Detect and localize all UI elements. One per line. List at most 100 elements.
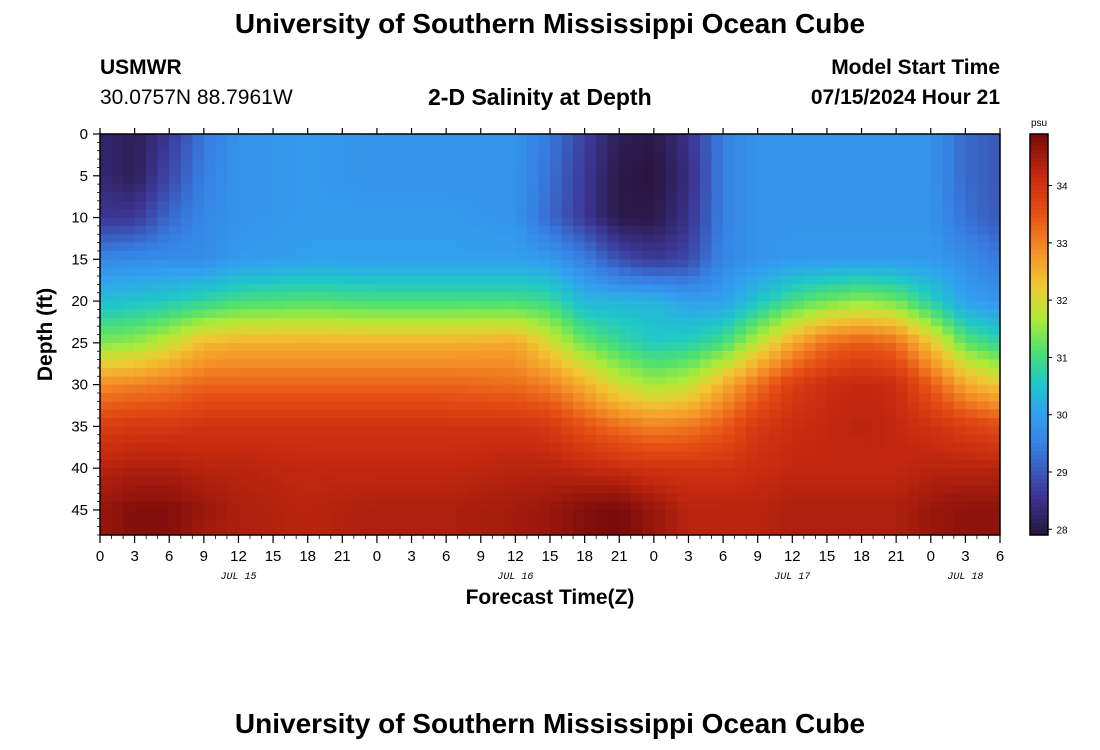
heatmap-cell (284, 351, 297, 361)
heatmap-cell (342, 351, 355, 361)
heatmap-cell (330, 351, 343, 361)
heatmap-cell (584, 418, 597, 427)
heatmap-cell (400, 225, 413, 235)
heatmap-cell (596, 367, 609, 377)
colorbar-segment (1030, 442, 1048, 448)
heatmap-cell (757, 217, 770, 227)
heatmap-cell (226, 418, 240, 427)
heatmap-cell (307, 142, 320, 152)
heatmap-cell (734, 284, 747, 294)
heatmap-cell (873, 159, 886, 169)
heatmap-cell (157, 301, 170, 311)
heatmap-cell (930, 342, 943, 352)
heatmap-cell (896, 184, 909, 194)
heatmap-cell (850, 359, 863, 369)
heatmap-cell (711, 284, 724, 294)
heatmap-cell (884, 134, 897, 143)
heatmap-cell (307, 443, 320, 453)
heatmap-cell (861, 200, 874, 210)
heatmap-cell (423, 526, 436, 536)
heatmap-cell (919, 250, 932, 260)
heatmap-cell (769, 342, 782, 352)
heatmap-cell (803, 134, 816, 143)
heatmap-cell (296, 334, 309, 344)
heatmap-cell (307, 309, 320, 319)
heatmap-cell (261, 501, 274, 511)
heatmap-cell (296, 409, 309, 419)
heatmap-cell (838, 409, 851, 419)
heatmap-cell (896, 426, 909, 436)
heatmap-cell (261, 493, 274, 503)
colorbar-segment (1030, 418, 1048, 424)
heatmap-cell (353, 376, 366, 386)
heatmap-cell (596, 225, 609, 235)
heatmap-cell (596, 276, 609, 285)
heatmap-cell (803, 326, 816, 336)
heatmap-cell (619, 418, 632, 427)
heatmap-cell (676, 518, 690, 528)
heatmap-cell (746, 376, 759, 386)
heatmap-cell (873, 459, 886, 469)
heatmap-cell (100, 443, 113, 453)
heatmap-cell (792, 526, 805, 536)
heatmap-cell (515, 451, 528, 461)
heatmap-cell (919, 334, 932, 344)
heatmap-cell (238, 234, 251, 244)
heatmap-cell (503, 200, 516, 210)
heatmap-cell (192, 142, 205, 152)
heatmap-cell (550, 459, 563, 469)
heatmap-cell (180, 392, 193, 402)
heatmap-cell (146, 434, 159, 444)
x-tick-label: 12 (507, 548, 524, 565)
heatmap-cell (480, 192, 493, 202)
heatmap-cell (642, 326, 655, 336)
heatmap-cell (492, 351, 505, 361)
heatmap-cell (492, 451, 505, 461)
heatmap-cell (561, 526, 574, 536)
heatmap-cell (492, 284, 505, 294)
heatmap-cell (976, 501, 990, 511)
heatmap-cell (111, 267, 124, 277)
heatmap-cell (146, 409, 159, 419)
heatmap-cell (307, 217, 320, 227)
heatmap-cell (942, 384, 955, 394)
heatmap-cell (180, 259, 193, 269)
heatmap-cell (573, 451, 586, 461)
heatmap-cell (342, 142, 355, 152)
heatmap-cell (261, 326, 274, 336)
heatmap-cell (711, 267, 724, 277)
heatmap-cell (365, 142, 378, 152)
heatmap-cell (365, 159, 378, 169)
heatmap-cell (769, 526, 782, 536)
heatmap-cell (665, 250, 678, 260)
heatmap-cell (100, 200, 113, 210)
colorbar-segment (1030, 310, 1048, 316)
heatmap-cell (111, 326, 124, 336)
heatmap-cell (353, 217, 366, 227)
heatmap-cell (550, 175, 563, 185)
heatmap-cell (826, 192, 840, 202)
heatmap-cell (988, 426, 1001, 436)
heatmap-cell (446, 217, 459, 227)
heatmap-cell (365, 409, 378, 419)
heatmap-cell (388, 259, 401, 269)
heatmap-cell (296, 317, 309, 327)
heatmap-cell (400, 242, 413, 252)
heatmap-cell (203, 175, 216, 185)
heatmap-cell (896, 159, 909, 169)
heatmap-cell (746, 142, 759, 152)
heatmap-cell (653, 509, 666, 519)
heatmap-cell (861, 509, 874, 519)
heatmap-cell (146, 326, 159, 336)
heatmap-cell (261, 142, 274, 152)
heatmap-cell (619, 175, 632, 185)
heatmap-cell (676, 301, 690, 311)
heatmap-cell (688, 150, 701, 160)
heatmap-cell (238, 276, 251, 285)
heatmap-cell (861, 284, 874, 294)
heatmap-cell (457, 501, 470, 511)
heatmap-cell (284, 376, 297, 386)
heatmap-cell (596, 509, 609, 519)
heatmap-cell (826, 292, 840, 302)
heatmap-cell (388, 526, 401, 536)
